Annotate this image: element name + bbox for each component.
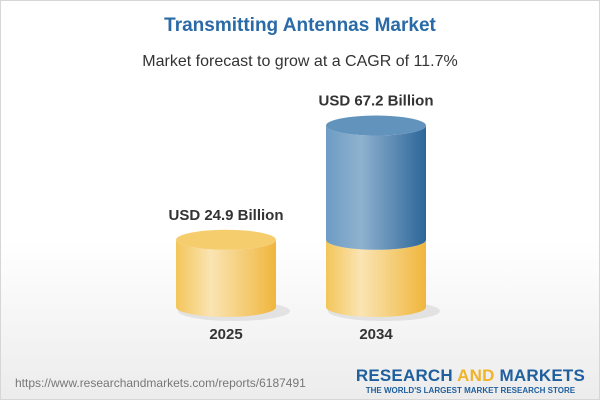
data-label: USD 24.9 Billion [168,207,283,224]
category-label: 2025 [209,326,242,343]
cylinder-base-segment [176,239,276,317]
source-url[interactable]: https://www.researchandmarkets.com/repor… [15,376,306,390]
cylinder-top [326,115,426,136]
cylinder-base-segment [326,239,426,317]
logo-tagline: THE WORLD'S LARGEST MARKET RESEARCH STOR… [365,386,576,395]
cylinder-growth-segment [326,125,426,250]
data-label: USD 67.2 Billion [318,93,433,110]
cylinder-top [176,229,276,250]
chart-subtitle: Market forecast to grow at a CAGR of 11.… [142,53,458,70]
chart-title: Transmitting Antennas Market [164,15,436,36]
research-and-markets-logo: RESEARCH AND MARKETS THE WORLD'S LARGEST… [355,366,585,395]
category-label: 2034 [359,326,393,343]
